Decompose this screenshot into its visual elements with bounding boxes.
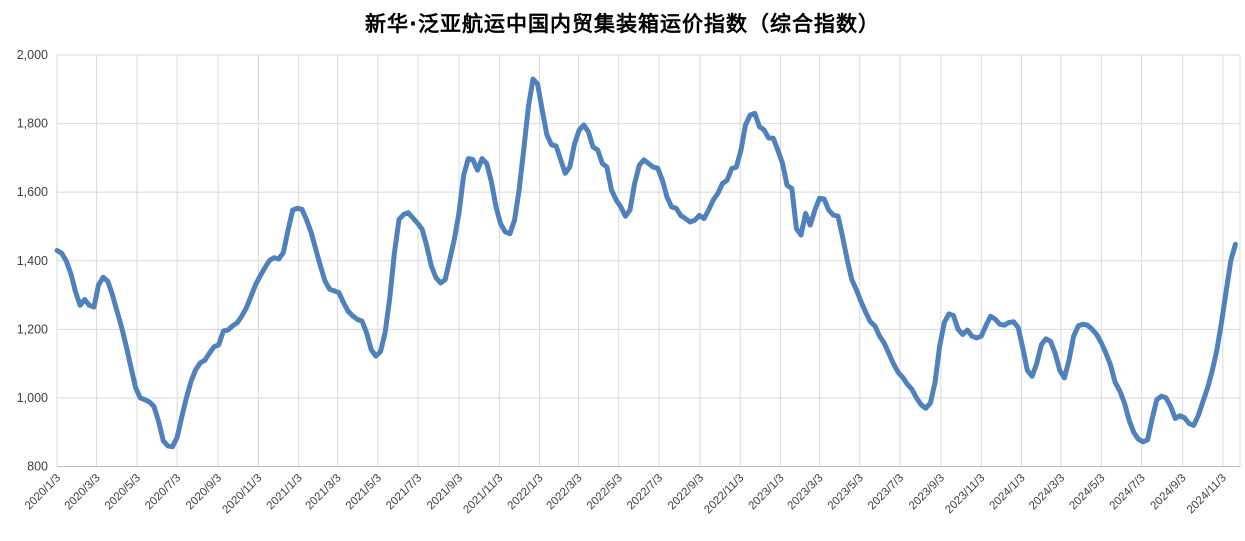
y-tick-label: 800 <box>27 460 48 474</box>
x-tick-label: 2020/7/3 <box>143 472 183 512</box>
x-tick-label: 2021/5/3 <box>344 472 384 512</box>
x-tick-label: 2021/3/3 <box>304 472 344 512</box>
x-tick-label: 2022/9/3 <box>666 472 706 512</box>
x-tick-label: 2023/1/3 <box>747 472 787 512</box>
x-tick-label: 2021/11/3 <box>461 472 505 516</box>
index-series-line <box>54 76 1238 450</box>
x-tick-label: 2022/11/3 <box>702 472 746 516</box>
x-tick-label: 2022/3/3 <box>545 472 585 512</box>
x-tick-label: 2021/9/3 <box>425 472 465 512</box>
x-tick-label: 2023/11/3 <box>943 472 987 516</box>
x-tick-label: 2023/7/3 <box>866 472 906 512</box>
x-tick-label: 2020/5/3 <box>103 472 143 512</box>
x-tick-label: 2023/9/3 <box>907 472 947 512</box>
y-tick-label: 1,600 <box>17 185 48 199</box>
x-tick-label: 2023/3/3 <box>785 472 825 512</box>
x-tick-label: 2024/3/3 <box>1027 472 1067 512</box>
x-tick-label: 2020/1/3 <box>23 472 63 512</box>
x-tick-label: 2022/5/3 <box>585 472 625 512</box>
x-tick-label: 2024/11/3 <box>1185 472 1229 516</box>
x-tick-label: 2020/3/3 <box>63 472 103 512</box>
x-tick-label: 2020/9/3 <box>184 472 224 512</box>
y-tick-label: 1,400 <box>17 254 48 268</box>
y-tick-label: 2,000 <box>17 48 48 62</box>
chart-title: 新华·泛亚航运中国内贸集装箱运价指数（综合指数） <box>365 12 880 36</box>
x-tick-label: 2021/1/3 <box>265 472 305 512</box>
x-tick-label: 2024/7/3 <box>1108 472 1148 512</box>
x-tick-label: 2024/5/3 <box>1067 472 1107 512</box>
y-tick-label: 1,000 <box>17 391 48 405</box>
y-tick-label: 1,200 <box>17 322 48 336</box>
x-tick-label: 2024/9/3 <box>1149 472 1189 512</box>
y-tick-label: 1,800 <box>17 117 48 131</box>
x-tick-label: 2024/1/3 <box>987 472 1027 512</box>
x-tick-label: 2022/7/3 <box>625 472 665 512</box>
x-tick-label: 2022/1/3 <box>506 472 546 512</box>
x-tick-label: 2023/5/3 <box>826 472 866 512</box>
x-tick-label: 2021/7/3 <box>384 472 424 512</box>
x-tick-label: 2020/11/3 <box>220 472 264 516</box>
